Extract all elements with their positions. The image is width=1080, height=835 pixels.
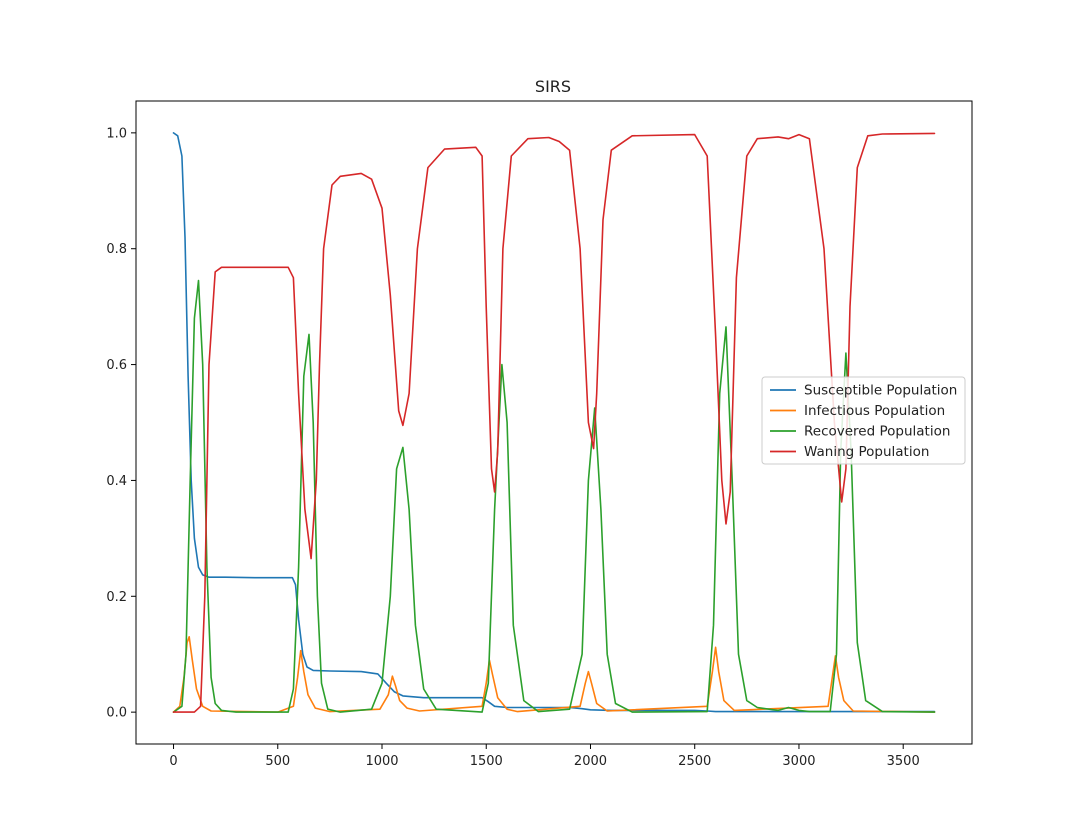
legend-box bbox=[761, 376, 966, 465]
series-line-susceptible-population bbox=[172, 132, 936, 713]
legend: Susceptible Population Infectious Populat… bbox=[761, 376, 966, 465]
x-tick-label: 2500 bbox=[678, 754, 711, 769]
x-tick-label: 3000 bbox=[782, 754, 815, 769]
x-tick-label: 500 bbox=[265, 754, 290, 769]
plot-area: 0 500 1000 1500 2000 2500 3000 3500 0.00.20.40.… bbox=[106, 100, 973, 769]
x-tick-label: 0 bbox=[169, 754, 177, 769]
y-tick-label: 0.6 bbox=[106, 358, 127, 373]
series-line-recovered-population bbox=[172, 279, 936, 713]
y-tick-label: 0.4 bbox=[106, 474, 127, 489]
y-axis: 0.0 0.2 0.4 0.6 0.8 1.0 bbox=[106, 126, 136, 721]
x-tick-label: 3500 bbox=[887, 754, 920, 769]
series-line-waning-population bbox=[172, 132, 936, 713]
y-tick-label: 0.0 bbox=[106, 706, 127, 721]
legend-label: Susceptible Population bbox=[804, 383, 957, 399]
chart-title: SIRS bbox=[535, 77, 571, 96]
x-tick-label: 2000 bbox=[574, 754, 607, 769]
x-axis: 0 500 1000 1500 2000 2500 3000 3500 bbox=[169, 744, 920, 769]
series-lines bbox=[172, 132, 936, 713]
legend-label: Waning Population bbox=[804, 444, 929, 460]
plot-frame bbox=[135, 100, 973, 745]
legend-label: Infectious Population bbox=[804, 403, 945, 419]
x-tick-label: 1500 bbox=[470, 754, 503, 769]
y-tick-label: 0.8 bbox=[106, 242, 127, 257]
series-line-infectious-population bbox=[172, 635, 936, 713]
y-tick-label: 0.2 bbox=[106, 590, 127, 605]
legend-label: Recovered Population bbox=[804, 424, 950, 440]
x-tick-label: 1000 bbox=[365, 754, 398, 769]
y-tick-label: 1.0 bbox=[106, 126, 127, 141]
